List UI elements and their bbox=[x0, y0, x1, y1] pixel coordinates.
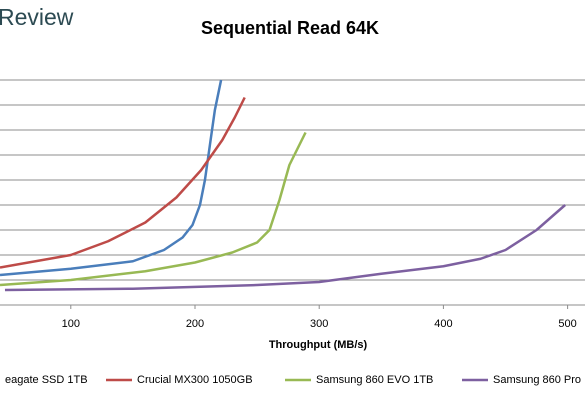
x-tick-label: 300 bbox=[310, 318, 328, 330]
x-tick-label: 400 bbox=[434, 318, 452, 330]
chart-title: Sequential Read 64K bbox=[201, 18, 379, 38]
legend-label: Samsung 860 EVO 1TB bbox=[316, 374, 433, 386]
x-axis-label: Throughput (MB/s) bbox=[269, 339, 368, 351]
legend-label: eagate SSD 1TB bbox=[5, 374, 88, 386]
logo: Review bbox=[0, 4, 74, 30]
series-line bbox=[0, 131, 307, 287]
series-line bbox=[4, 204, 566, 292]
legend-label: Crucial MX300 1050GB bbox=[137, 374, 253, 386]
series-line bbox=[0, 79, 223, 277]
x-tick-label: 200 bbox=[186, 318, 204, 330]
series-line bbox=[0, 96, 246, 269]
x-tick-label: 100 bbox=[62, 318, 80, 330]
legend-label: Samsung 860 Pro bbox=[493, 374, 581, 386]
x-tick-label: 500 bbox=[558, 318, 576, 330]
